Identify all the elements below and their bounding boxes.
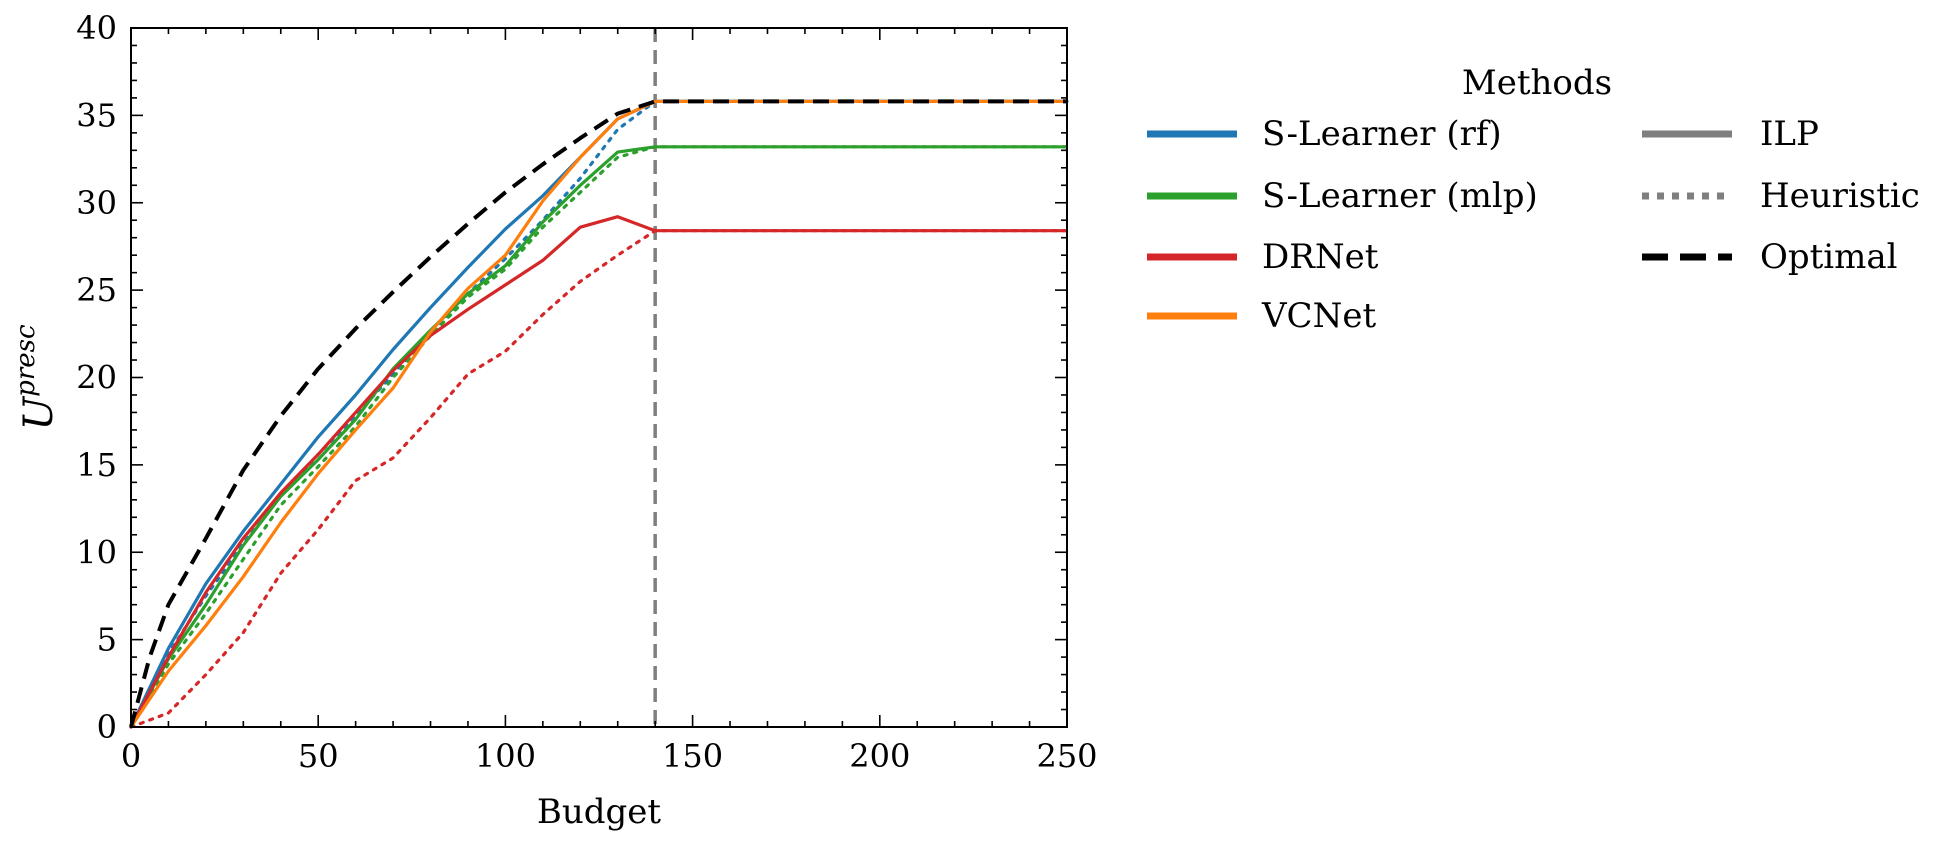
axes: 0 50 100 150 200 250 0 5 10 15 20 25 30 35 40 — [76, 9, 1097, 775]
y-tick-label: 20 — [76, 359, 117, 397]
series-line-s-learner-mlp-heuristic — [129, 145, 1069, 729]
series-line-s-learner-mlp-ilp — [129, 145, 1067, 728]
x-tick-label: 200 — [849, 737, 910, 775]
y-tick-label: 25 — [76, 271, 117, 309]
legend-entry-label: VCNet — [1261, 296, 1376, 336]
x-tick-label: 50 — [298, 737, 339, 775]
series-line-optimal-optimal — [129, 99, 1067, 728]
x-tick-label: 150 — [662, 737, 723, 775]
legend: Methods S-Learner (rf) S-Learner (mlp) DRN… — [1147, 63, 1920, 336]
y-tick-label: 5 — [97, 621, 117, 659]
series-line-drnet-ilp — [129, 215, 1067, 728]
y-tick-label: 15 — [76, 446, 117, 484]
y-axis-title-superscript: presc — [11, 324, 41, 397]
y-tick-label: 0 — [97, 708, 117, 746]
legend-entry-label: S-Learner (mlp) — [1262, 176, 1538, 216]
legend-style-label: Optimal — [1760, 237, 1898, 277]
legend-entry-label: S-Learner (rf) — [1262, 114, 1502, 154]
legend-title: Methods — [1462, 63, 1612, 103]
series-line-s-learner-rf-heuristic — [129, 99, 1069, 729]
x-tick-label: 100 — [475, 737, 536, 775]
y-tick-label: 30 — [76, 184, 117, 222]
x-tick-label: 0 — [121, 737, 141, 775]
x-tick-label: 250 — [1036, 737, 1097, 775]
plot-area — [129, 28, 1069, 729]
y-tick-label: 40 — [76, 9, 117, 47]
legend-style-label: ILP — [1760, 114, 1819, 154]
series-line-s-learner-rf-ilp — [129, 99, 1067, 728]
x-axis-title: Budget — [537, 792, 662, 832]
y-axis-title-base: U — [16, 396, 62, 431]
plot-frame — [130, 27, 1068, 728]
y-axis-title: Upresc — [11, 324, 62, 431]
series-line-drnet-heuristic — [129, 229, 1069, 729]
series-line-vcnet-ilp — [129, 99, 1067, 728]
legend-style-label: Heuristic — [1760, 176, 1920, 216]
legend-entry-label: DRNet — [1262, 237, 1379, 277]
y-tick-label: 35 — [76, 96, 117, 134]
y-tick-label: 10 — [76, 533, 117, 571]
